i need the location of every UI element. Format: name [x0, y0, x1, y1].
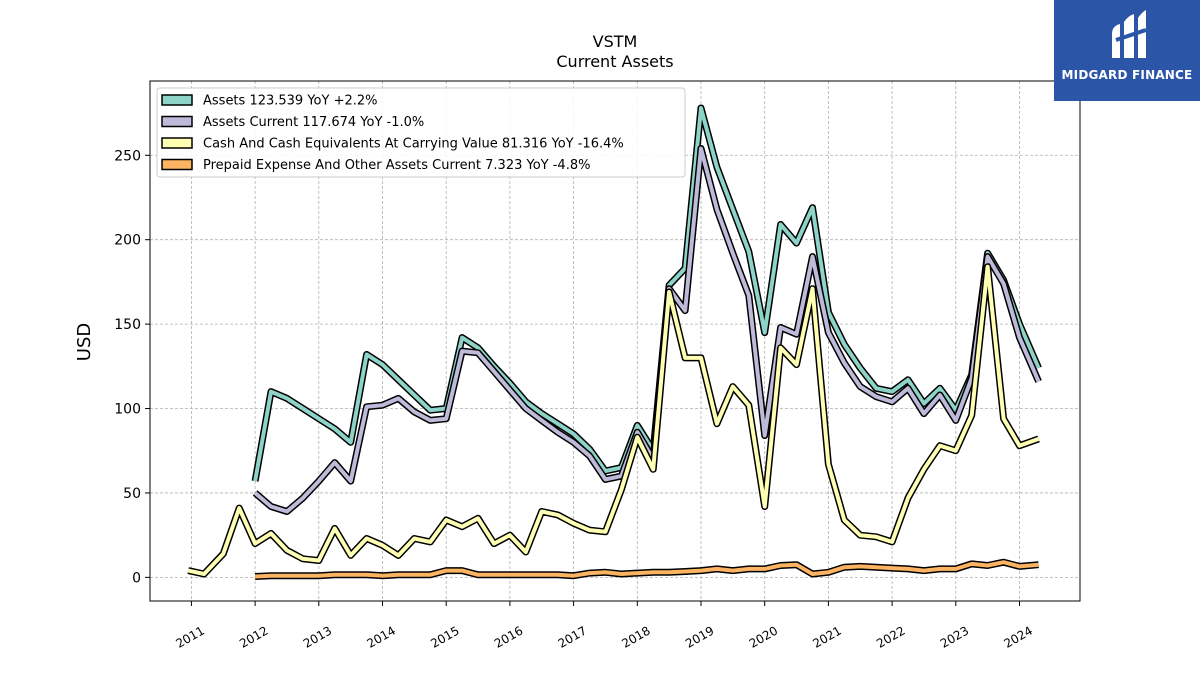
- series-lines: [187, 104, 1042, 580]
- series-line-3: [254, 560, 1039, 579]
- legend-swatch: [161, 115, 193, 128]
- y-tick-label: 250: [114, 148, 141, 164]
- brand-name: MIDGARD FINANCE: [1061, 68, 1193, 82]
- x-tick-label: 2018: [619, 623, 652, 650]
- x-tick-label: 2014: [365, 623, 398, 650]
- x-tick-label: 2023: [938, 623, 971, 650]
- y-tick-label: 150: [114, 317, 141, 333]
- x-tick-label: 2016: [492, 623, 525, 650]
- y-axis-label: USD: [74, 323, 95, 361]
- x-tick-label: 2024: [1002, 623, 1035, 650]
- y-tick-label: 0: [132, 570, 141, 586]
- x-tick-label: 2021: [810, 623, 843, 650]
- legend-swatch: [161, 94, 193, 106]
- y-tick-label: 50: [123, 486, 141, 502]
- legend-label: Cash And Cash Equivalents At Carrying Va…: [203, 137, 624, 152]
- x-tick-label: 2012: [237, 623, 270, 650]
- x-tick-label: 2013: [301, 623, 334, 650]
- x-tick-label: 2019: [683, 623, 716, 650]
- brand-logo: MIDGARD FINANCE: [1054, 0, 1200, 101]
- x-tick-label: 2017: [556, 623, 589, 650]
- series-line-2: [187, 264, 1040, 576]
- y-tick-label: 100: [114, 402, 141, 418]
- series-line-0: [253, 106, 1041, 482]
- legend: Assets 123.539 YoY +2.2% Assets Current 1…: [156, 87, 686, 178]
- midgard-logo-icon: [1112, 10, 1147, 58]
- legend-label: Prepaid Expense And Other Assets Current…: [203, 158, 590, 173]
- y-tick-label: 200: [114, 233, 141, 249]
- legend-box: [156, 87, 686, 178]
- x-tick-label: 2015: [428, 623, 461, 650]
- x-tick-label: 2020: [747, 623, 780, 650]
- legend-swatch: [161, 158, 193, 171]
- y-axis: 0 50 100 150 200 250: [114, 148, 150, 586]
- plot-frame: [149, 80, 1081, 602]
- legend-swatch: [161, 137, 193, 149]
- legend-label: Assets Current 117.674 YoY -1.0%: [203, 115, 424, 130]
- x-axis: 2011 2012 2013 2014 2015 2016 2017 2018 2019 2020…: [173, 601, 1035, 651]
- x-tick-label: 2022: [874, 623, 907, 650]
- legend-label: Assets 123.539 YoY +2.2%: [203, 94, 378, 109]
- chart-subtitle: Current Assets: [556, 52, 673, 71]
- x-tick-label: 2011: [173, 623, 206, 650]
- chart-title: VSTM: [593, 32, 638, 51]
